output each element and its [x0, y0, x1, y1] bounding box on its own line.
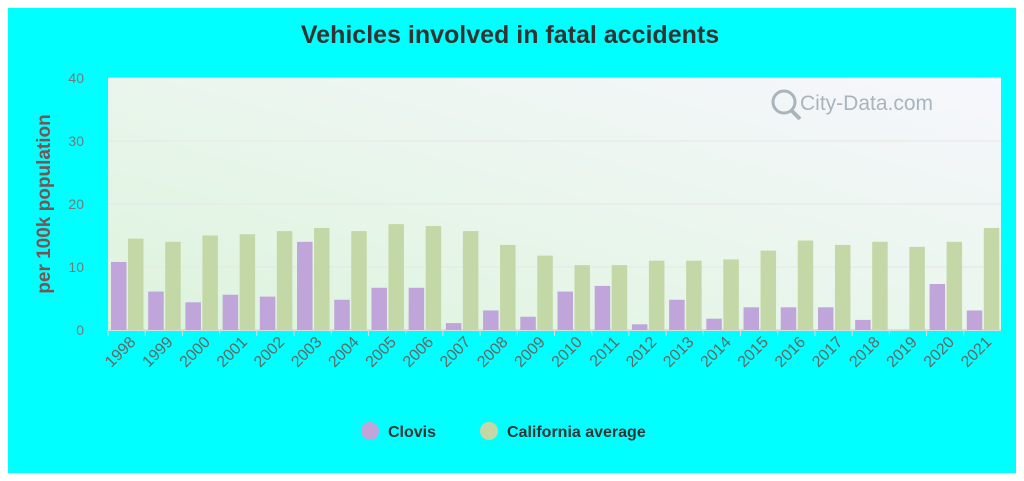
bar-california-average-1998[interactable]: [128, 238, 144, 330]
bar-clovis-2015[interactable]: [743, 307, 760, 330]
x-tick-label: 2018: [846, 334, 883, 371]
bar-california-average-2003[interactable]: [314, 227, 330, 330]
bar-clovis-2013[interactable]: [669, 299, 685, 330]
bar-clovis-2002[interactable]: [259, 296, 276, 330]
bar-california-average-2014[interactable]: [723, 259, 739, 330]
bar-california-average-2011[interactable]: [611, 265, 628, 330]
chart-container: Vehicles involved in fatal accidents 0 10…: [8, 8, 1016, 473]
x-tick-label: 2004: [325, 334, 362, 371]
bar-clovis-2003[interactable]: [297, 241, 313, 330]
bar-california-average-2010[interactable]: [574, 265, 591, 330]
x-tick-label: 2013: [660, 334, 697, 371]
chart-title: Vehicles involved in fatal accidents: [301, 21, 719, 49]
watermark-magnifier-icon: [771, 89, 797, 115]
bars: [111, 224, 1000, 331]
bar-clovis-2014[interactable]: [706, 318, 722, 330]
bar-clovis-2004[interactable]: [334, 299, 350, 330]
x-tick-label: 2015: [735, 334, 772, 371]
bar-california-average-2017[interactable]: [834, 244, 851, 330]
bar-clovis-2011[interactable]: [594, 285, 611, 330]
bar-california-average-2020[interactable]: [946, 241, 963, 330]
x-tick-label: 1999: [139, 334, 176, 371]
bar-california-average-2002[interactable]: [276, 231, 293, 330]
bar-clovis-2021[interactable]: [966, 310, 983, 330]
bar-clovis-2006[interactable]: [408, 287, 425, 330]
bar-california-average-2021[interactable]: [983, 227, 1000, 330]
bar-california-average-2007[interactable]: [462, 231, 479, 330]
bar-clovis-2018[interactable]: [855, 319, 871, 330]
x-tick-label: 2017: [809, 334, 846, 371]
legend-label-clovis: Clovis: [388, 424, 436, 441]
x-tick-label: 2016: [772, 334, 809, 371]
y-tick-label: 20: [68, 196, 84, 212]
bar-california-average-2016[interactable]: [797, 240, 814, 330]
legend: Clovis California average: [361, 422, 646, 441]
y-tick-label: 10: [68, 259, 84, 275]
x-tick-label: 2002: [251, 334, 288, 371]
y-axis: 0 10 20 30 40: [68, 70, 84, 338]
y-axis-label: per 100k population: [34, 114, 55, 293]
bar-clovis-2001[interactable]: [222, 294, 239, 330]
legend-swatch-california-average: [480, 422, 498, 440]
x-tick-label: 2010: [549, 334, 586, 371]
bar-clovis-1998[interactable]: [111, 261, 127, 330]
x-tick-label: 2019: [884, 334, 921, 371]
x-tick-label: 2000: [177, 334, 214, 371]
x-tick-label: 2020: [921, 334, 958, 371]
watermark-text: City-Data.com: [800, 92, 933, 115]
x-tick-label: 2006: [400, 334, 437, 371]
y-tick-label: 30: [68, 133, 84, 149]
x-tick-label: 2011: [587, 334, 623, 370]
x-axis: 1998 1999 2000 2001 2002 2003 2004 2005 2006 2007…: [102, 330, 995, 371]
bar-california-average-2004[interactable]: [351, 231, 367, 330]
bar-clovis-1999[interactable]: [148, 291, 164, 330]
bar-california-average-2008[interactable]: [500, 244, 516, 330]
x-tick-label: 2009: [512, 334, 549, 371]
bar-california-average-2013[interactable]: [686, 260, 702, 330]
watermark: City-Data.com: [771, 89, 933, 121]
bar-california-average-2015[interactable]: [760, 250, 777, 330]
bar-california-average-2019[interactable]: [909, 246, 925, 330]
chart: Vehicles involved in fatal accidents 0 10…: [34, 21, 1001, 441]
legend-label-california-average: California average: [507, 424, 646, 441]
x-tick-label: 1998: [102, 334, 139, 371]
bar-clovis-2005[interactable]: [371, 287, 387, 330]
bar-california-average-2000[interactable]: [202, 235, 218, 331]
legend-item-clovis[interactable]: Clovis: [361, 422, 436, 441]
bar-california-average-2001[interactable]: [239, 234, 256, 330]
bar-california-average-2005[interactable]: [388, 224, 404, 330]
bar-clovis-2017[interactable]: [817, 307, 834, 330]
legend-item-california-average[interactable]: California average: [480, 422, 646, 441]
bar-clovis-2007[interactable]: [445, 323, 462, 330]
bar-california-average-2009[interactable]: [537, 255, 553, 330]
bar-clovis-2016[interactable]: [780, 307, 797, 330]
x-tick-label: 2008: [474, 334, 511, 371]
bar-california-average-1999[interactable]: [165, 241, 181, 330]
x-tick-label: 2012: [623, 334, 660, 371]
x-tick-label: 2001: [214, 334, 251, 371]
bar-california-average-2006[interactable]: [425, 226, 442, 330]
bar-california-average-2018[interactable]: [872, 241, 888, 330]
y-tick-label: 40: [68, 70, 84, 86]
bar-clovis-2012[interactable]: [631, 324, 648, 330]
bar-clovis-2000[interactable]: [185, 302, 201, 330]
y-tick-label: 0: [76, 322, 84, 338]
bar-clovis-2020[interactable]: [929, 284, 946, 330]
x-tick-label: 2021: [958, 334, 995, 371]
x-tick-label: 2014: [698, 334, 735, 371]
bar-clovis-2008[interactable]: [483, 310, 499, 330]
bar-california-average-2012[interactable]: [648, 260, 665, 330]
x-tick-label: 2003: [288, 334, 325, 371]
legend-swatch-clovis: [361, 422, 379, 440]
x-tick-label: 2005: [363, 334, 400, 371]
x-tick-label: 2007: [437, 334, 474, 371]
bar-clovis-2010[interactable]: [557, 291, 574, 330]
bar-clovis-2009[interactable]: [520, 316, 536, 330]
